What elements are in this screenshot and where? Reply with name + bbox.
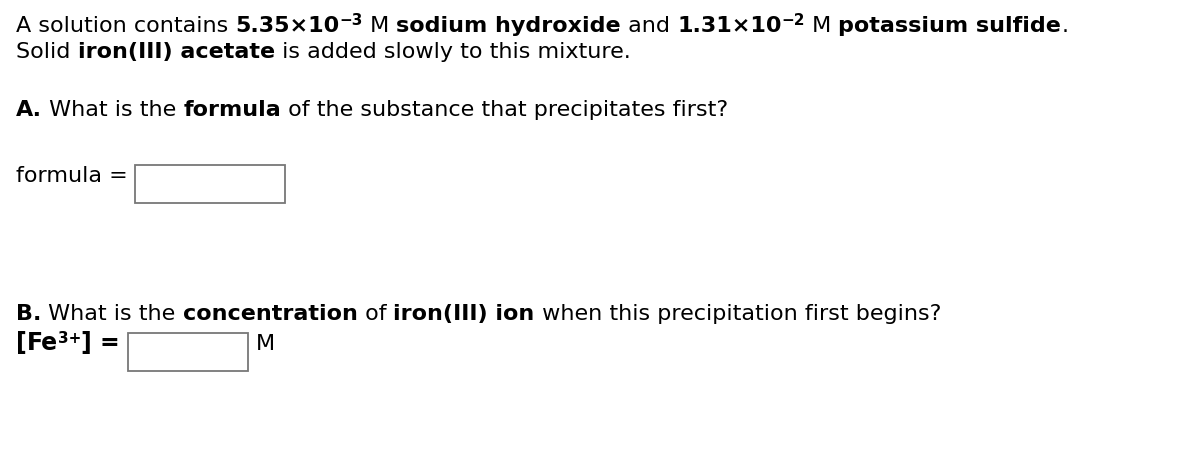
Text: 1.31×10: 1.31×10 — [677, 16, 781, 36]
Text: and: and — [622, 16, 677, 36]
Text: formula =: formula = — [16, 166, 134, 186]
Text: formula: formula — [184, 100, 281, 120]
Text: M: M — [805, 16, 839, 36]
Text: B.: B. — [16, 304, 41, 324]
Text: is added slowly to this mixture.: is added slowly to this mixture. — [275, 42, 630, 62]
Text: potassium sulfide: potassium sulfide — [839, 16, 1061, 36]
Text: −2: −2 — [781, 13, 805, 28]
Text: [: [ — [16, 331, 26, 355]
Text: iron(III) acetate: iron(III) acetate — [78, 42, 275, 62]
Text: M: M — [364, 16, 396, 36]
Text: of the substance that precipitates first?: of the substance that precipitates first… — [281, 100, 728, 120]
Text: A.: A. — [16, 100, 42, 120]
Text: concentration: concentration — [182, 304, 358, 324]
Text: Solid: Solid — [16, 42, 78, 62]
Text: of: of — [358, 304, 394, 324]
Text: A solution contains: A solution contains — [16, 16, 235, 36]
Text: −3: −3 — [340, 13, 364, 28]
Text: M: M — [257, 334, 275, 354]
Text: What is the: What is the — [42, 100, 184, 120]
Text: .: . — [1061, 16, 1068, 36]
Text: What is the: What is the — [41, 304, 182, 324]
Text: when this precipitation first begins?: when this precipitation first begins? — [535, 304, 941, 324]
Text: iron(III) ion: iron(III) ion — [394, 304, 535, 324]
Text: 5.35×10: 5.35×10 — [235, 16, 340, 36]
Text: 3+: 3+ — [58, 331, 82, 346]
Text: sodium hydroxide: sodium hydroxide — [396, 16, 622, 36]
Text: ] =: ] = — [82, 331, 128, 355]
Text: Fe: Fe — [26, 331, 58, 355]
